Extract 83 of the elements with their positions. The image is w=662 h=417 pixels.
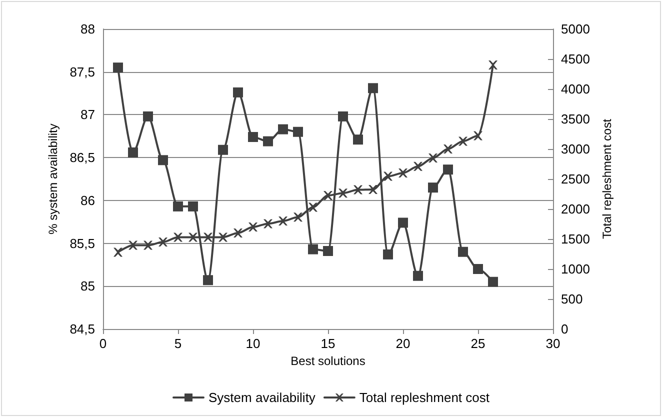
y2-tick-label: 4000 [561,82,590,96]
point [398,218,408,228]
y-tick-label: 84,5 [70,322,95,336]
point [278,124,288,134]
point [338,111,348,122]
point [458,136,468,146]
point [443,164,453,175]
y2-axis-title: Total repleshment cost [600,118,614,240]
point [308,244,318,254]
point [264,219,272,228]
point [444,144,452,154]
y2-tick-label: 1500 [561,232,590,246]
point [324,191,332,200]
point [323,246,333,256]
point [113,62,123,73]
point [368,185,378,194]
point [158,238,168,246]
point [384,172,392,181]
x-tick-label: 15 [320,336,336,351]
point [428,182,438,193]
y-tick-label: 86 [80,192,95,208]
x-tick-label: 0 [99,336,107,351]
x-tick-label: 30 [546,336,560,351]
y-tick-label: 88 [80,22,95,36]
point [218,144,228,155]
y2-tick-label: 2500 [561,172,590,186]
point [174,232,182,242]
y2-tick-label: 4500 [561,52,590,66]
x-axis-title: Best solutions [290,354,366,368]
y-axis-title: % system availability [46,124,60,234]
x-tick-label: 25 [470,336,486,351]
point [414,162,422,171]
y2-tick-label: 500 [561,292,583,306]
point [263,136,273,146]
point [308,202,318,212]
point [428,154,438,162]
point [368,83,378,94]
x-tick-label: 10 [246,336,260,351]
point [353,134,363,145]
y2-tick-label: 3000 [561,142,590,156]
y2-tick-label: 2000 [561,202,590,216]
point [278,216,288,226]
point [173,201,183,212]
y2-tick-label: 1000 [561,262,590,276]
point [218,232,228,242]
legend-label: Total repleshment cost [359,390,490,405]
point [203,275,213,286]
y-tick-label: 87 [80,107,95,122]
point [128,147,138,158]
point [158,155,168,166]
point [488,60,498,70]
point [293,126,303,137]
y-tick-label: 87,5 [70,64,95,80]
x-tick-label: 20 [396,336,410,351]
y2-tick-label: 3500 [561,112,590,126]
point [473,264,483,274]
point [204,232,212,242]
point [144,240,152,250]
point [294,212,302,222]
point [248,132,258,142]
y2-tick-label: 5000 [561,22,590,36]
point [383,249,393,260]
point [188,232,198,242]
y2-tick-label: 0 [561,322,568,336]
y-tick-label: 85,5 [70,236,95,251]
point [474,131,482,140]
point [338,188,348,198]
y-tick-label: 86,5 [70,150,95,166]
point [488,276,498,287]
point [143,111,153,122]
point [413,270,423,281]
point [188,201,198,212]
point [114,248,122,257]
y-tick-label: 85 [80,278,95,294]
legend-label: System availability [208,390,316,405]
point [233,87,243,98]
point [128,240,138,250]
point [354,185,362,194]
point [248,222,258,232]
point [234,228,242,238]
point [398,168,408,178]
point [458,246,468,257]
x-tick-label: 5 [174,336,182,351]
